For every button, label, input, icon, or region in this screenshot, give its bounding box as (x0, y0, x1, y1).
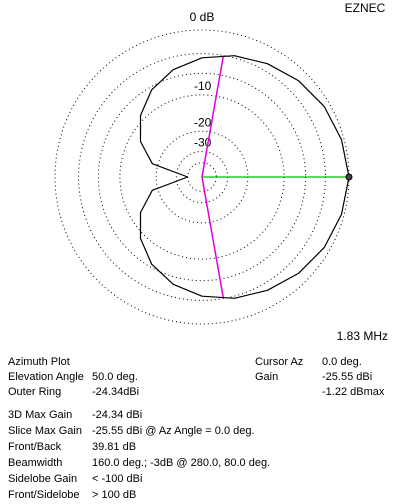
info-value: 39.81 dB (92, 441, 136, 453)
info-label: Sidelobe Gain (8, 473, 77, 485)
pattern (139, 55, 350, 299)
info-label: Beamwidth (8, 457, 62, 469)
info-label: Outer Ring (8, 386, 61, 398)
info-value: < -100 dBi (92, 473, 142, 485)
info-value: -1.22 dBmax (322, 386, 385, 398)
beamwidth-line (201, 176, 225, 299)
cursor-dot (345, 173, 353, 181)
info-value: > 100 dB (92, 489, 136, 501)
info-value: 0.0 deg. (322, 356, 362, 368)
info-label: Front/Sidelobe (8, 489, 80, 501)
beamwidth-line (201, 55, 225, 178)
info-label: Gain (255, 371, 278, 383)
frequency: 1.83 MHz (337, 329, 388, 343)
info-value: 50.0 deg. (92, 371, 138, 383)
program-name: EZNEC (345, 1, 386, 15)
info-label: Elevation Angle (8, 371, 84, 383)
info-label: Slice Max Gain (8, 425, 82, 437)
info-value: 160.0 deg.; -3dB @ 280.0, 80.0 deg. (92, 457, 270, 469)
info-label: 3D Max Gain (8, 409, 72, 421)
info-value: -25.55 dBi @ Az Angle = 0.0 deg. (92, 425, 255, 437)
ring-label: -20 (194, 115, 212, 129)
info-label: Azimuth Plot (8, 356, 70, 368)
info-label: Cursor Az (255, 356, 303, 368)
info-value: -25.55 dBi (322, 371, 372, 383)
info-label: Front/Back (8, 441, 62, 453)
info-value: -24.34 dBi (92, 409, 142, 421)
ring-label: -10 (194, 79, 212, 93)
ring-label: 0 dB (190, 10, 215, 24)
info-value: -24.34dBi (92, 386, 139, 398)
